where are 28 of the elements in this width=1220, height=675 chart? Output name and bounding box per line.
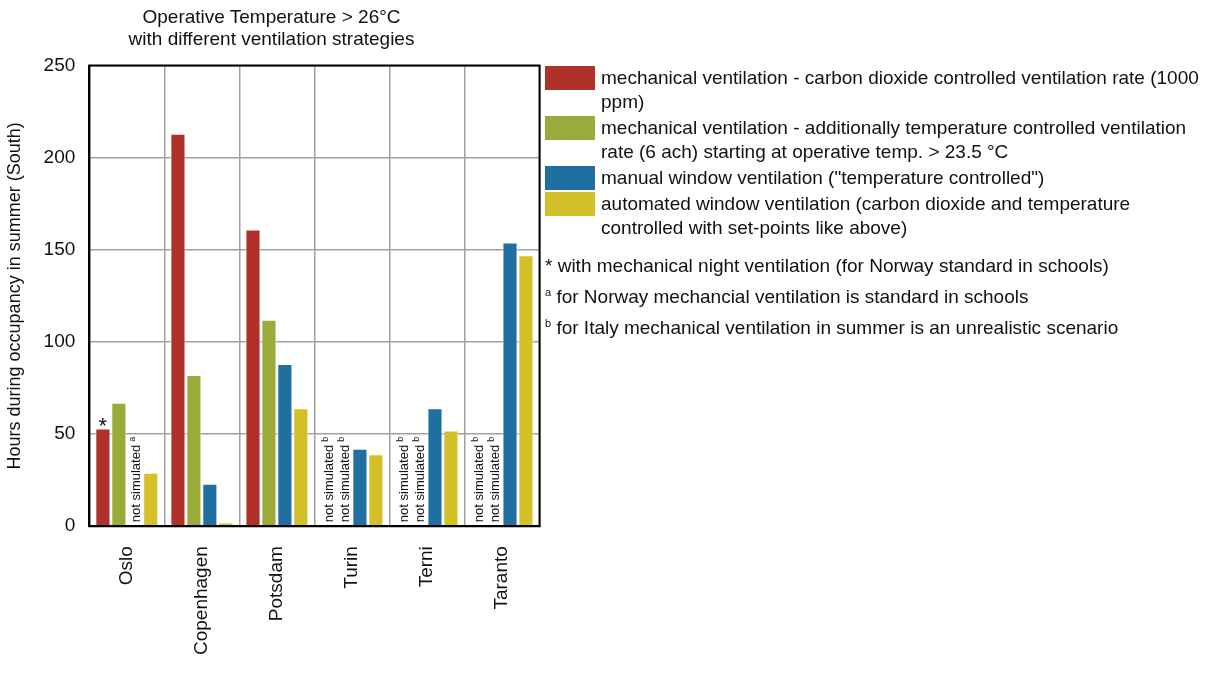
annotation: not simulatedb bbox=[395, 436, 412, 523]
legend-label: manual window ventilation ("temperature controlled") bbox=[601, 166, 1045, 190]
y-tick-label: 150 bbox=[43, 238, 76, 260]
x-tick-label: Taranto bbox=[490, 546, 512, 610]
annotation: not simulatedb bbox=[320, 436, 337, 523]
annotation: * bbox=[98, 412, 108, 438]
x-tick-label: Potsdam bbox=[265, 546, 287, 622]
text: $^{b}$ for Italy mechanical ventilation in summer is an unrealistic scenario bbox=[545, 316, 1120, 341]
y-tick-label: 200 bbox=[43, 145, 76, 167]
legend-label: mechanical ventilation - carbon dioxide controlled ventilation rate (1000 ppm) bbox=[601, 66, 1200, 114]
y-tick-label: 100 bbox=[43, 330, 76, 352]
text: $^{a}$ for Norway mechancial ventilation is standard in schools bbox=[545, 285, 1030, 310]
y-tick-label: 0 bbox=[64, 514, 76, 536]
legend-label: automated window ventilation (carbon dioxide and temperature controlled with set-points like above) bbox=[601, 192, 1132, 240]
annotation: not simulatedb bbox=[486, 436, 503, 523]
y-tick-label: 250 bbox=[43, 53, 76, 75]
annotation: not simulatedb bbox=[470, 436, 487, 523]
annotation: not simulatedb bbox=[335, 436, 352, 523]
x-tick-label: Turin bbox=[340, 546, 362, 589]
text: * with mechanical night ventilation (for Norway standard in schools) bbox=[545, 254, 1110, 278]
y-axis-title: Hours during occupancy in summer (South) bbox=[3, 122, 24, 470]
x-tick-label: Copenhagen bbox=[190, 546, 212, 655]
x-tick-label: Terni bbox=[415, 546, 437, 588]
y-tick-label: 50 bbox=[54, 422, 76, 444]
annotation: not simulatedb bbox=[411, 436, 428, 523]
annotation: not simulateda bbox=[126, 436, 143, 523]
chart-title: Operative Temperature > 26°C with different ventilation strategies bbox=[127, 5, 415, 50]
x-tick-label: Oslo bbox=[115, 546, 137, 586]
